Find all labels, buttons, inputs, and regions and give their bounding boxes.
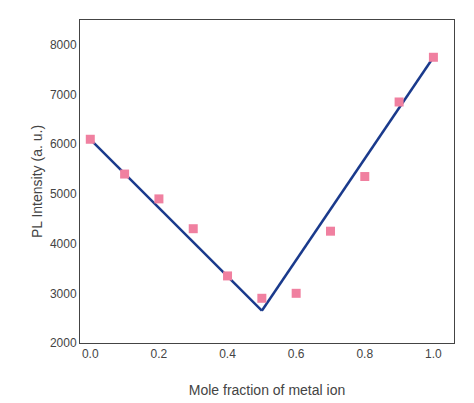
svg-text:3000: 3000	[50, 287, 77, 301]
svg-text:0.6: 0.6	[288, 347, 305, 361]
svg-text:0.2: 0.2	[151, 347, 168, 361]
svg-text:4000: 4000	[50, 237, 77, 251]
svg-text:2000: 2000	[50, 336, 77, 350]
svg-text:8000: 8000	[50, 38, 77, 52]
svg-text:6000: 6000	[50, 137, 77, 151]
svg-text:PL Intensity (a. u.): PL Intensity (a. u.)	[29, 125, 45, 238]
svg-text:1.0: 1.0	[425, 347, 442, 361]
svg-text:7000: 7000	[50, 88, 77, 102]
svg-text:0.8: 0.8	[356, 347, 373, 361]
svg-text:5000: 5000	[50, 187, 77, 201]
svg-text:0.0: 0.0	[82, 347, 99, 361]
svg-text:0.4: 0.4	[219, 347, 236, 361]
svg-text:Mole fraction of metal ion: Mole fraction of metal ion	[189, 382, 345, 398]
